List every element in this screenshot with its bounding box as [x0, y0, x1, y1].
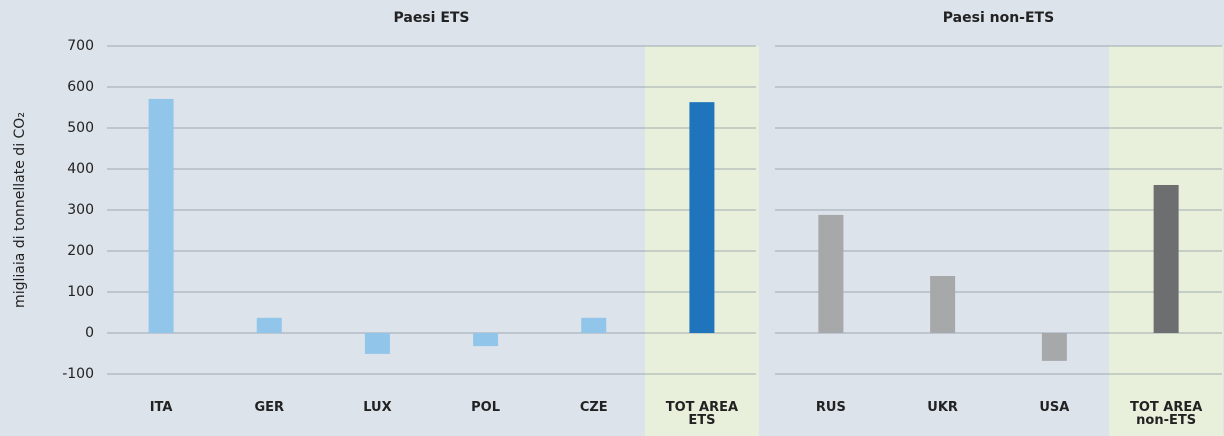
- x-tick-label: GER: [254, 400, 285, 415]
- y-tick-label: 600: [67, 79, 94, 95]
- bar: [581, 317, 607, 333]
- x-tick-label: LUX: [363, 400, 392, 415]
- bar: [930, 276, 956, 333]
- x-tick-label: POL: [471, 400, 501, 415]
- y-tick-label: 200: [67, 243, 94, 259]
- y-tick-label: 0: [85, 325, 94, 341]
- bar: [256, 317, 282, 333]
- x-tick-label: RUS: [815, 400, 846, 415]
- x-tick-label: TOT AREA ETS: [665, 400, 739, 428]
- x-tick-label: TOT AREA non-ETS: [1129, 400, 1203, 428]
- x-tick-label: USA: [1039, 400, 1070, 415]
- bar: [1153, 184, 1179, 333]
- bar: [689, 102, 715, 333]
- bar: [473, 333, 499, 347]
- y-tick-label: 100: [67, 284, 94, 300]
- bar: [1041, 333, 1067, 361]
- x-tick-label: UKR: [927, 400, 958, 415]
- panel-title: Paesi non-ETS: [943, 10, 1054, 26]
- y-tick-label: 700: [67, 38, 94, 54]
- x-tick-label: CZE: [579, 400, 608, 415]
- y-tick-label: 500: [67, 120, 94, 136]
- bar: [148, 98, 174, 333]
- y-tick-label: 400: [67, 161, 94, 177]
- y-tick-label: -100: [62, 366, 94, 382]
- panel-title: Paesi ETS: [393, 10, 469, 26]
- bar: [818, 214, 844, 333]
- x-tick-label: ITA: [149, 400, 173, 415]
- y-tick-label: 300: [67, 202, 94, 218]
- bar: [364, 333, 390, 354]
- y-axis-label: migliaia di tonnellate di CO₂: [12, 112, 28, 308]
